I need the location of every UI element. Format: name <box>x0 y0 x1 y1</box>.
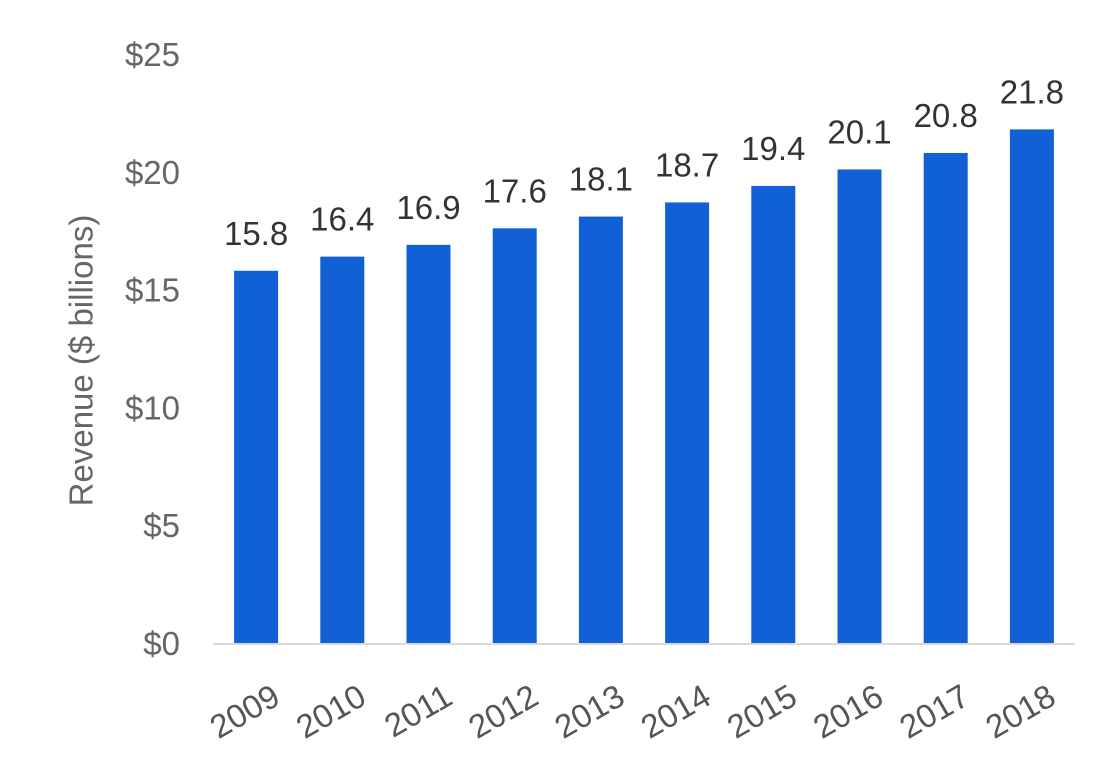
data-label: 17.6 <box>483 172 547 209</box>
x-tick-label: 2018 <box>979 677 1061 746</box>
bar <box>492 228 537 643</box>
data-label: 18.1 <box>569 161 633 198</box>
data-label: 20.8 <box>914 97 978 134</box>
data-label: 16.9 <box>396 189 460 226</box>
x-tick-label: 2014 <box>635 677 717 746</box>
x-tick-label: 2017 <box>893 677 975 746</box>
x-tick-label: 2016 <box>807 677 889 746</box>
y-tick-label: $5 <box>143 507 180 544</box>
y-tick-label: $0 <box>143 625 180 662</box>
x-tick-label: 2010 <box>290 677 372 746</box>
data-label: 20.1 <box>827 113 891 150</box>
data-label: 21.8 <box>1000 73 1064 110</box>
data-label: 19.4 <box>741 130 805 167</box>
bars <box>234 129 1054 644</box>
bar <box>837 169 882 643</box>
y-tick-label: $20 <box>125 154 180 191</box>
x-tick-label: 2011 <box>378 677 458 745</box>
data-label: 15.8 <box>224 215 288 252</box>
y-axis-ticks: $0 $5 $10 $15 $20 $25 <box>125 36 180 662</box>
bar <box>665 202 710 644</box>
bar <box>751 185 796 643</box>
bar <box>923 152 968 643</box>
bar <box>406 244 451 643</box>
x-tick-label: 2013 <box>548 677 630 746</box>
x-tick-label: 2012 <box>462 677 544 746</box>
x-tick-label: 2015 <box>721 677 803 746</box>
bar <box>234 270 279 643</box>
y-tick-label: $25 <box>125 36 180 73</box>
y-tick-label: $15 <box>125 272 180 309</box>
bar <box>1009 129 1054 644</box>
bar <box>578 216 623 643</box>
x-tick-label: 2009 <box>204 677 286 746</box>
y-tick-label: $10 <box>125 389 180 426</box>
data-labels: 15.8 16.4 16.9 17.6 18.1 18.7 19.4 20.1 20.8 21.8 <box>224 73 1064 251</box>
bar <box>320 256 365 643</box>
y-axis-title: Revenue ($ billions) <box>63 215 100 507</box>
data-label: 18.7 <box>655 146 719 183</box>
x-axis-ticks: 2009 2010 2011 2012 2013 2014 2015 2016 2017 2018 <box>204 677 1062 746</box>
data-label: 16.4 <box>310 201 374 238</box>
